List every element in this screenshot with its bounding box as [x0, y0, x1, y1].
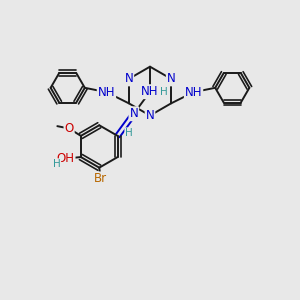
Text: OH: OH	[57, 152, 75, 165]
Text: H: H	[160, 87, 168, 97]
Text: NH: NH	[141, 85, 159, 98]
Text: O: O	[64, 122, 74, 135]
Text: N: N	[146, 109, 154, 122]
Text: Br: Br	[94, 172, 107, 185]
Text: H: H	[125, 128, 133, 138]
Text: N: N	[167, 72, 176, 86]
Text: NH: NH	[98, 85, 115, 99]
Text: N: N	[124, 72, 133, 86]
Text: N: N	[129, 107, 138, 120]
Text: H: H	[53, 159, 61, 169]
Text: NH: NH	[185, 85, 202, 99]
